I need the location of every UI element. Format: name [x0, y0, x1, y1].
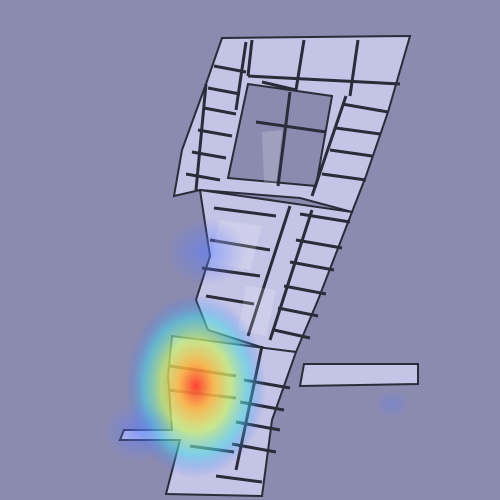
heat-hotspot-trail [104, 402, 172, 462]
heat-overlay [104, 218, 410, 478]
heat-hotspot-east [374, 390, 410, 418]
heat-hotspot-secondary [166, 218, 246, 286]
east-corridor [298, 363, 419, 388]
